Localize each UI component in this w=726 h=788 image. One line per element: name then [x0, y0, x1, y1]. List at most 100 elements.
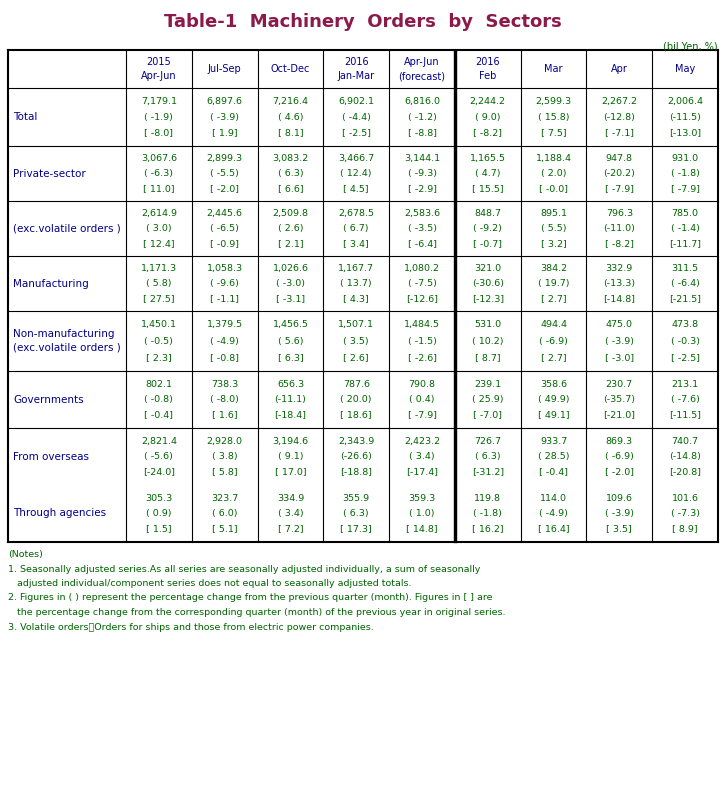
Text: (Notes): (Notes)	[8, 550, 43, 559]
Text: [ 18.6]: [ 18.6]	[340, 411, 372, 419]
Text: ( -5.5): ( -5.5)	[211, 169, 239, 178]
Text: ( -6.5): ( -6.5)	[211, 224, 239, 233]
Text: 1,450.1: 1,450.1	[141, 320, 177, 329]
Text: 355.9: 355.9	[343, 493, 370, 503]
Text: 869.3: 869.3	[605, 437, 633, 445]
Text: adjusted individual/component series does not equal to seasonally adjusted total: adjusted individual/component series doe…	[8, 579, 412, 588]
Text: ( 3.4): ( 3.4)	[277, 509, 303, 518]
Text: ( -5.6): ( -5.6)	[144, 452, 174, 461]
Text: ( -1.8): ( -1.8)	[671, 169, 700, 178]
Text: (-26.6): (-26.6)	[340, 452, 372, 461]
Text: [-11.7]: [-11.7]	[669, 239, 701, 248]
Text: [-21.0]: [-21.0]	[603, 411, 635, 419]
Text: [ -1.1]: [ -1.1]	[210, 294, 239, 303]
Text: [ 12.4]: [ 12.4]	[143, 239, 175, 248]
Text: 1,026.6: 1,026.6	[272, 264, 309, 273]
Text: [-17.4]: [-17.4]	[406, 467, 438, 477]
Text: [ -7.1]: [ -7.1]	[605, 128, 634, 137]
Text: ( -3.9): ( -3.9)	[210, 113, 239, 121]
Text: 802.1: 802.1	[145, 380, 172, 388]
Text: [-18.4]: [-18.4]	[274, 411, 306, 419]
Text: 2,583.6: 2,583.6	[404, 209, 440, 218]
Text: [ 15.5]: [ 15.5]	[472, 184, 504, 193]
Text: (forecast): (forecast)	[399, 71, 446, 81]
Text: ( 3.8): ( 3.8)	[212, 452, 237, 461]
Text: ( 5.8): ( 5.8)	[146, 279, 171, 288]
Text: 101.6: 101.6	[672, 493, 698, 503]
Text: ( -6.3): ( -6.3)	[144, 169, 174, 178]
Text: (-11.1): (-11.1)	[274, 395, 306, 404]
Text: [ -8.8]: [ -8.8]	[407, 128, 436, 137]
Text: From overseas: From overseas	[13, 452, 89, 462]
Text: 1. Seasonally adjusted series.As all series are seasonally adjusted individually: 1. Seasonally adjusted series.As all ser…	[8, 564, 481, 574]
Text: May: May	[675, 64, 696, 74]
Text: Governments: Governments	[13, 395, 83, 404]
Text: ( -9.3): ( -9.3)	[407, 169, 436, 178]
Text: [ -2.0]: [ -2.0]	[210, 184, 239, 193]
Text: ( -0.5): ( -0.5)	[144, 336, 174, 345]
Text: [ 27.5]: [ 27.5]	[143, 294, 175, 303]
Text: ( -0.8): ( -0.8)	[144, 395, 174, 404]
Text: [ 49.1]: [ 49.1]	[538, 411, 569, 419]
Text: ( 3.0): ( 3.0)	[146, 224, 172, 233]
Text: Non-manufacturing: Non-manufacturing	[13, 329, 115, 340]
Text: ( 0.4): ( 0.4)	[409, 395, 435, 404]
Text: 3,144.1: 3,144.1	[404, 154, 440, 163]
Text: ( 49.9): ( 49.9)	[538, 395, 569, 404]
Text: 2016: 2016	[344, 57, 369, 67]
Text: 931.0: 931.0	[672, 154, 698, 163]
Text: [ -0.0]: [ -0.0]	[539, 184, 568, 193]
Text: 305.3: 305.3	[145, 493, 173, 503]
Text: Feb: Feb	[479, 71, 497, 81]
Text: 2. Figures in ( ) represent the percentage change from the previous quarter (mon: 2. Figures in ( ) represent the percenta…	[8, 593, 492, 603]
Text: ( 9.0): ( 9.0)	[475, 113, 500, 121]
Text: ( 5.5): ( 5.5)	[541, 224, 566, 233]
Text: 785.0: 785.0	[672, 209, 698, 218]
Text: 494.4: 494.4	[540, 320, 567, 329]
Text: ( 13.7): ( 13.7)	[340, 279, 372, 288]
Text: [ 1.9]: [ 1.9]	[212, 128, 237, 137]
Text: 2,821.4: 2,821.4	[141, 437, 177, 445]
Text: (exc.volatile orders ): (exc.volatile orders )	[13, 224, 121, 233]
Text: ( 2.6): ( 2.6)	[277, 224, 303, 233]
Text: 787.6: 787.6	[343, 380, 370, 388]
Text: [-12.3]: [-12.3]	[472, 294, 504, 303]
Text: Manufacturing: Manufacturing	[13, 278, 89, 288]
Text: [ 16.4]: [ 16.4]	[538, 524, 569, 533]
Text: ( 6.0): ( 6.0)	[212, 509, 237, 518]
Text: [-24.0]: [-24.0]	[143, 467, 175, 477]
Text: ( 1.0): ( 1.0)	[409, 509, 435, 518]
Text: 1,507.1: 1,507.1	[338, 320, 374, 329]
Text: ( 2.0): ( 2.0)	[541, 169, 566, 178]
Text: [ -3.1]: [ -3.1]	[276, 294, 305, 303]
Text: [ -6.4]: [ -6.4]	[407, 239, 436, 248]
Text: [-11.5]: [-11.5]	[669, 411, 701, 419]
Text: 334.9: 334.9	[277, 493, 304, 503]
Text: ( -1.4): ( -1.4)	[671, 224, 700, 233]
Text: 656.3: 656.3	[277, 380, 304, 388]
Text: ( -4.9): ( -4.9)	[211, 336, 239, 345]
Text: 1,080.2: 1,080.2	[404, 264, 440, 273]
Text: ( 25.9): ( 25.9)	[472, 395, 504, 404]
Text: 119.8: 119.8	[474, 493, 501, 503]
Text: [ 3.5]: [ 3.5]	[606, 524, 632, 533]
Text: 2,599.3: 2,599.3	[536, 97, 571, 106]
Text: ( -1.9): ( -1.9)	[144, 113, 174, 121]
Text: [ 1.6]: [ 1.6]	[212, 411, 237, 419]
Text: [-21.5]: [-21.5]	[669, 294, 701, 303]
Text: 311.5: 311.5	[672, 264, 698, 273]
Text: (-20.2): (-20.2)	[603, 169, 635, 178]
Text: 2,928.0: 2,928.0	[207, 437, 242, 445]
Text: Jul-Sep: Jul-Sep	[208, 64, 242, 74]
Text: 3,194.6: 3,194.6	[272, 437, 309, 445]
Text: Table-1  Machinery  Orders  by  Sectors: Table-1 Machinery Orders by Sectors	[164, 13, 562, 31]
Text: [ -3.0]: [ -3.0]	[605, 353, 634, 362]
Text: [ -7.0]: [ -7.0]	[473, 411, 502, 419]
Text: [ 17.3]: [ 17.3]	[340, 524, 372, 533]
Text: ( 4.6): ( 4.6)	[277, 113, 303, 121]
Text: ( 28.5): ( 28.5)	[538, 452, 569, 461]
Text: Apr: Apr	[611, 64, 628, 74]
Text: ( -3.0): ( -3.0)	[276, 279, 305, 288]
Text: [ -0.8]: [ -0.8]	[210, 353, 239, 362]
Text: 1,484.5: 1,484.5	[404, 320, 440, 329]
